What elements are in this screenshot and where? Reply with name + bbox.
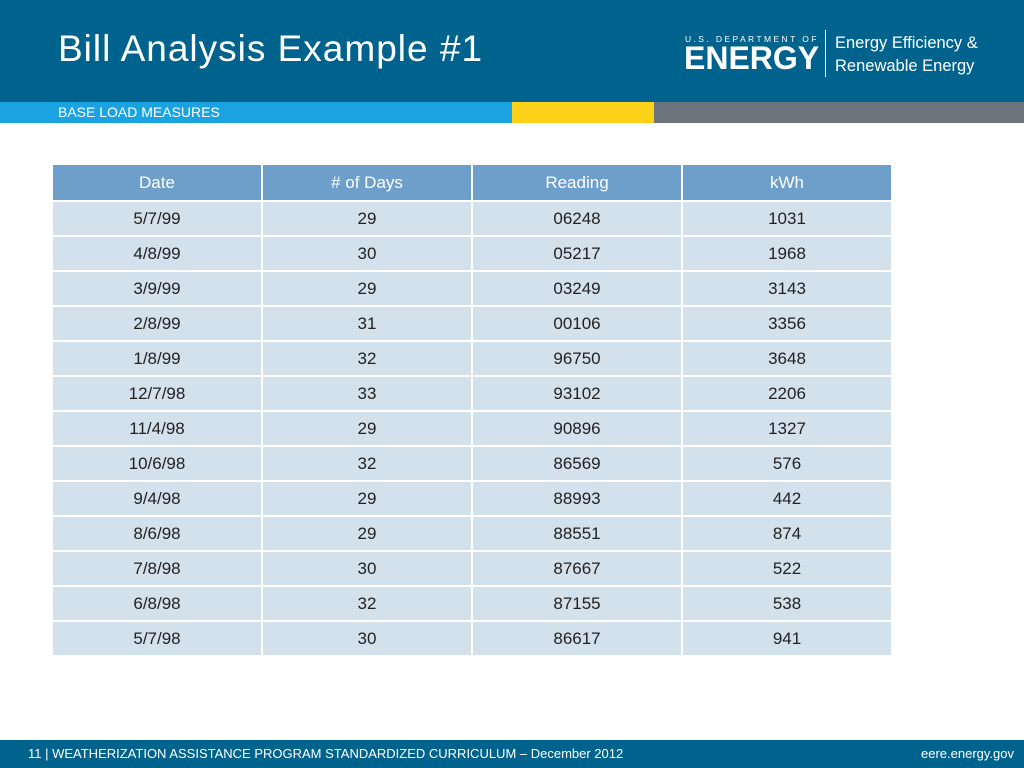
section-label: BASE LOAD MEASURES: [58, 104, 220, 120]
slide-header: Bill Analysis Example #1 U.S. DEPARTMENT…: [0, 0, 1024, 102]
cell-date: 4/8/99: [51, 235, 263, 272]
cell-reading: 05217: [471, 235, 683, 272]
cell-kwh: 3356: [681, 305, 893, 342]
cell-kwh: 522: [681, 550, 893, 587]
slide-footer: 11 | WEATHERIZATION ASSISTANCE PROGRAM S…: [0, 740, 1024, 768]
table-row: 5/7/99 29 06248 1031: [51, 200, 893, 237]
cell-days: 33: [261, 375, 473, 412]
section-band-yellow: [512, 102, 654, 123]
cell-kwh: 874: [681, 515, 893, 552]
cell-days: 29: [261, 200, 473, 237]
cell-date: 6/8/98: [51, 585, 263, 622]
cell-kwh: 2206: [681, 375, 893, 412]
cell-reading: 96750: [471, 340, 683, 377]
eere-office-name: Energy Efficiency & Renewable Energy: [835, 32, 978, 78]
cell-reading: 03249: [471, 270, 683, 307]
doe-logo-agency-big: ENERGY: [684, 40, 820, 76]
cell-days: 30: [261, 235, 473, 272]
table-row: 1/8/99 32 96750 3648: [51, 340, 893, 377]
cell-days: 31: [261, 305, 473, 342]
section-band-blue: [0, 102, 512, 123]
table-row: 3/9/99 29 03249 3143: [51, 270, 893, 307]
cell-reading: 88993: [471, 480, 683, 517]
table-row: 9/4/98 29 88993 442: [51, 480, 893, 517]
column-header-days: # of Days: [261, 163, 473, 202]
cell-kwh: 1031: [681, 200, 893, 237]
cell-days: 29: [261, 515, 473, 552]
cell-days: 29: [261, 480, 473, 517]
cell-date: 8/6/98: [51, 515, 263, 552]
cell-days: 29: [261, 270, 473, 307]
table-row: 12/7/98 33 93102 2206: [51, 375, 893, 412]
cell-date: 1/8/99: [51, 340, 263, 377]
cell-date: 5/7/99: [51, 200, 263, 237]
cell-reading: 00106: [471, 305, 683, 342]
column-header-reading: Reading: [471, 163, 683, 202]
cell-kwh: 442: [681, 480, 893, 517]
cell-date: 2/8/99: [51, 305, 263, 342]
cell-kwh: 941: [681, 620, 893, 657]
footer-website: eere.energy.gov: [921, 746, 1014, 761]
cell-days: 32: [261, 445, 473, 482]
cell-days: 30: [261, 550, 473, 587]
cell-kwh: 3648: [681, 340, 893, 377]
table-row: 6/8/98 32 87155 538: [51, 585, 893, 622]
cell-reading: 86569: [471, 445, 683, 482]
column-header-kwh: kWh: [681, 163, 893, 202]
cell-reading: 88551: [471, 515, 683, 552]
cell-reading: 87667: [471, 550, 683, 587]
cell-date: 5/7/98: [51, 620, 263, 657]
table-row: 10/6/98 32 86569 576: [51, 445, 893, 482]
section-band-gray: [654, 102, 1024, 123]
cell-date: 3/9/99: [51, 270, 263, 307]
cell-reading: 87155: [471, 585, 683, 622]
cell-days: 29: [261, 410, 473, 447]
logo-divider: [825, 30, 826, 77]
eere-office-line1: Energy Efficiency &: [835, 34, 978, 52]
cell-reading: 06248: [471, 200, 683, 237]
cell-date: 11/4/98: [51, 410, 263, 447]
table-header-row: Date # of Days Reading kWh: [51, 163, 893, 202]
cell-kwh: 1327: [681, 410, 893, 447]
slide-title: Bill Analysis Example #1: [58, 28, 484, 69]
cell-days: 32: [261, 585, 473, 622]
cell-date: 10/6/98: [51, 445, 263, 482]
table-row: 7/8/98 30 87667 522: [51, 550, 893, 587]
cell-date: 7/8/98: [51, 550, 263, 587]
cell-days: 30: [261, 620, 473, 657]
bill-analysis-table: Date # of Days Reading kWh 5/7/99 29 062…: [51, 163, 893, 657]
cell-kwh: 576: [681, 445, 893, 482]
table-row: 4/8/99 30 05217 1968: [51, 235, 893, 272]
table-row: 11/4/98 29 90896 1327: [51, 410, 893, 447]
column-header-date: Date: [51, 163, 263, 202]
cell-reading: 93102: [471, 375, 683, 412]
cell-reading: 86617: [471, 620, 683, 657]
footer-caption: 11 | WEATHERIZATION ASSISTANCE PROGRAM S…: [28, 746, 624, 761]
eere-office-line2: Renewable Energy: [835, 57, 975, 75]
cell-reading: 90896: [471, 410, 683, 447]
cell-kwh: 3143: [681, 270, 893, 307]
table-row: 5/7/98 30 86617 941: [51, 620, 893, 657]
doe-logo-agency-small: U.S. DEPARTMENT OF: [685, 34, 819, 44]
cell-date: 9/4/98: [51, 480, 263, 517]
cell-date: 12/7/98: [51, 375, 263, 412]
cell-kwh: 1968: [681, 235, 893, 272]
table-row: 2/8/99 31 00106 3356: [51, 305, 893, 342]
cell-days: 32: [261, 340, 473, 377]
cell-kwh: 538: [681, 585, 893, 622]
table-row: 8/6/98 29 88551 874: [51, 515, 893, 552]
